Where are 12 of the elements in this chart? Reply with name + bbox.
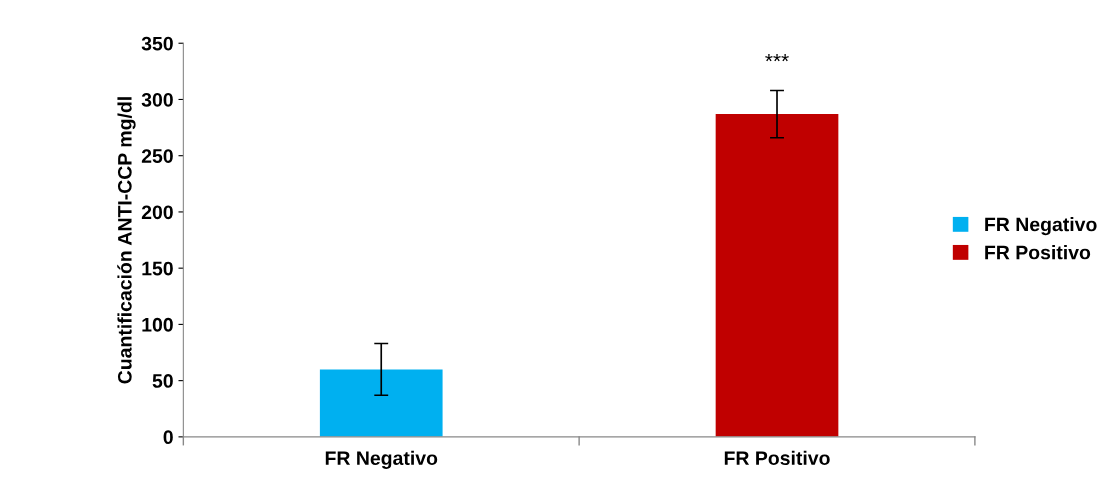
- y-tick-label: 350: [141, 36, 173, 51]
- y-tick-label: 200: [141, 205, 173, 220]
- annotation: ***: [765, 53, 789, 62]
- y-tick-label: 50: [152, 374, 173, 388]
- y-tick-label: 300: [141, 92, 173, 107]
- y-tick-label: 150: [142, 261, 173, 276]
- y-tick-label: 0: [163, 430, 173, 445]
- y-tick-label: 100: [142, 317, 173, 332]
- y-axis-title: Cuantificación ANTI-CCP mg/dl: [117, 97, 136, 384]
- legend-label: FR Positivo: [985, 245, 1091, 260]
- y-tick-label: 250: [141, 149, 173, 163]
- legend-label: FR Negativo: [985, 217, 1097, 236]
